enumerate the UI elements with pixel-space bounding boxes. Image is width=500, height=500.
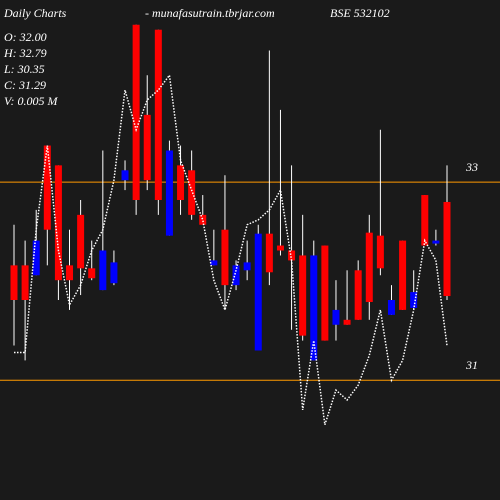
candle-body xyxy=(432,240,440,244)
candle-body xyxy=(110,262,118,284)
candle-body xyxy=(99,250,107,291)
candle-body xyxy=(354,270,362,320)
candle-body xyxy=(399,240,407,310)
candle-body xyxy=(421,195,429,246)
candle-body xyxy=(143,114,151,181)
candle-body xyxy=(210,260,218,266)
average-line xyxy=(14,73,448,425)
candle-body xyxy=(321,245,329,341)
candle-body xyxy=(66,265,74,281)
candle-body xyxy=(121,170,129,181)
candle-body xyxy=(265,233,273,273)
symbol: BSE 532102 xyxy=(330,6,390,20)
candle-body xyxy=(299,255,307,336)
candle-body xyxy=(77,214,85,269)
candle-body xyxy=(54,165,62,281)
y-tick-label: 33 xyxy=(465,160,478,174)
y-tick-label: 31 xyxy=(465,358,478,372)
candle-body xyxy=(387,300,395,315)
info-close: C: 31.29 xyxy=(4,78,46,92)
info-low: L: 30.35 xyxy=(3,62,45,76)
candle-body xyxy=(276,245,284,251)
info-open: O: 32.00 xyxy=(4,30,47,44)
candle-body xyxy=(343,319,351,325)
chart-title: Daily Charts xyxy=(3,6,67,20)
candle-body xyxy=(10,265,18,300)
candle-body xyxy=(88,268,96,279)
chart-subtitle: - munafasutrain.tbrjar.com xyxy=(145,6,275,20)
candle-body xyxy=(443,201,451,297)
candle-body xyxy=(154,29,162,200)
candle-body xyxy=(365,232,373,302)
candle-body xyxy=(43,145,51,230)
candle-body xyxy=(232,265,240,286)
candle-body xyxy=(21,265,29,300)
candle-body xyxy=(310,255,318,361)
candle-body xyxy=(165,150,173,236)
candle-body xyxy=(288,250,296,261)
candle-body xyxy=(199,214,207,225)
info-volume: V: 0.005 M xyxy=(4,94,59,108)
info-high: H: 32.79 xyxy=(3,46,47,60)
candle-body xyxy=(376,235,384,269)
candle-body xyxy=(132,24,140,201)
candle-body xyxy=(243,262,251,271)
candle-body xyxy=(332,309,340,325)
candle-body xyxy=(254,233,262,351)
candle-body xyxy=(177,165,185,200)
candle-body xyxy=(410,292,418,308)
candle-body xyxy=(188,170,196,215)
candle-body xyxy=(221,229,229,286)
candle-body xyxy=(32,240,40,276)
